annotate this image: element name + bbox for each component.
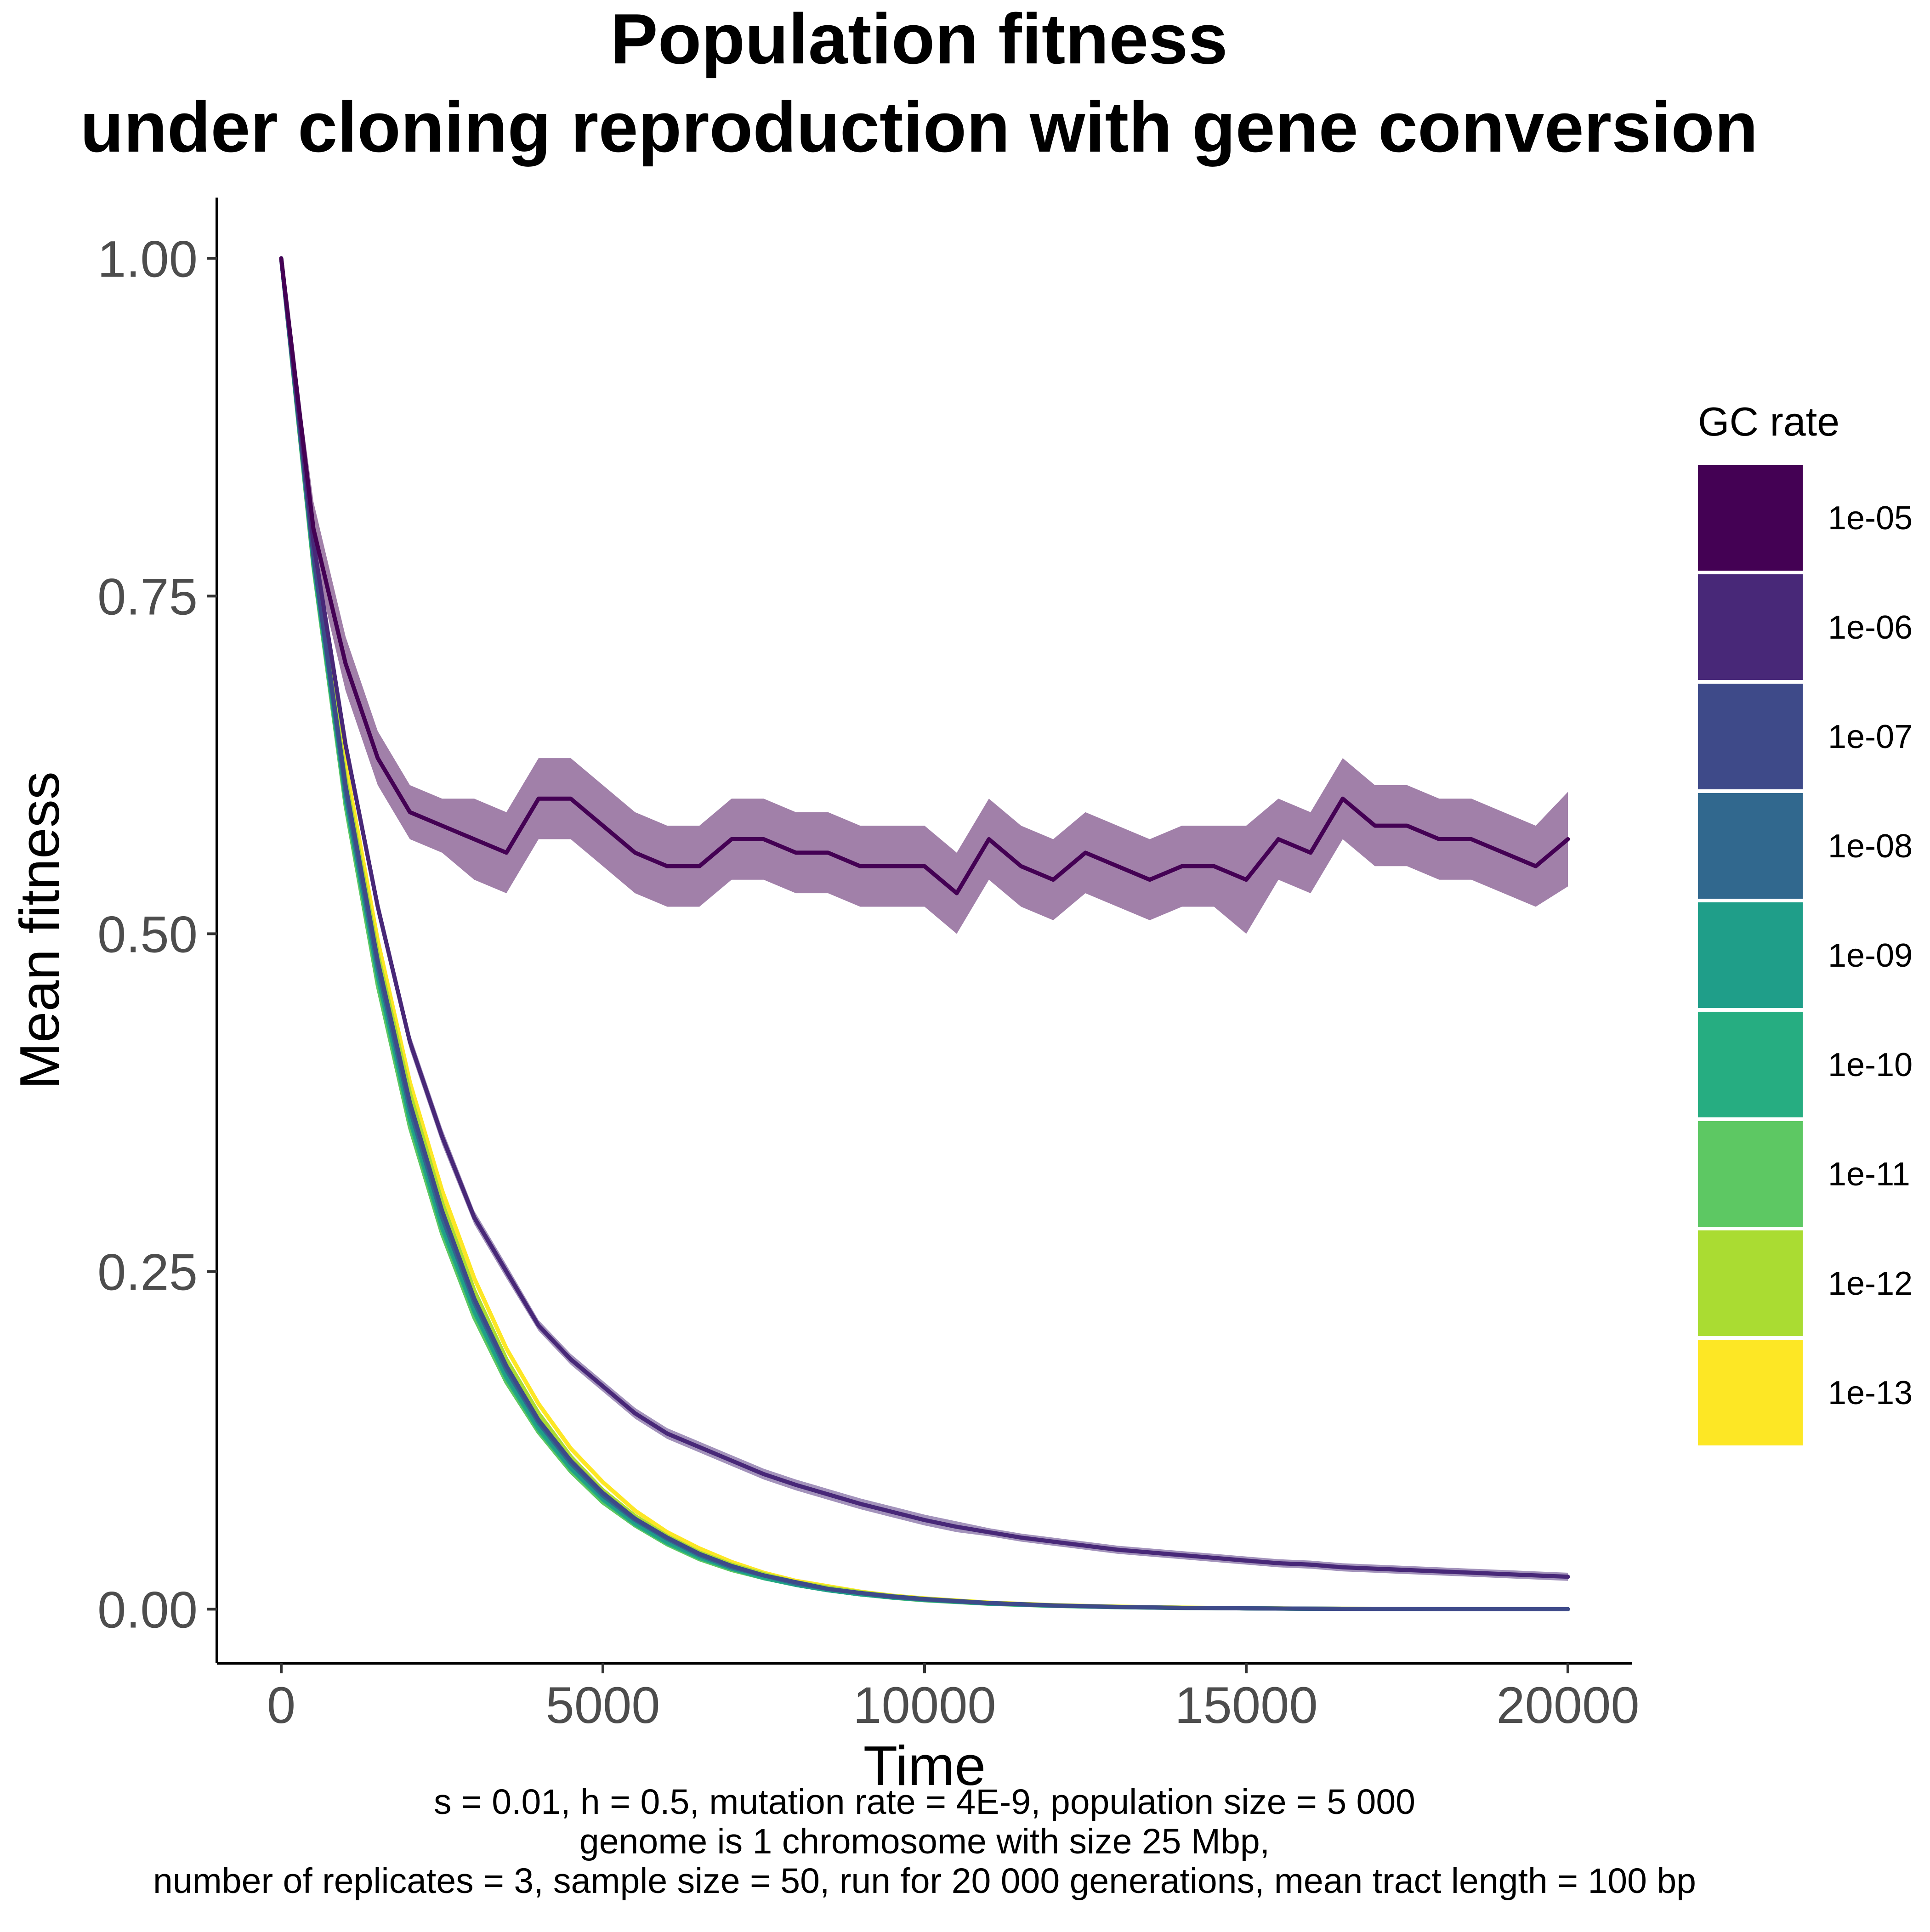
legend-key-1e-09 bbox=[1698, 902, 1803, 1008]
caption-line-1: s = 0.01, h = 0.5, mutation rate = 4E-9,… bbox=[434, 1782, 1415, 1822]
y-tick-label: 0.25 bbox=[97, 1243, 198, 1301]
chart-title-line2: under cloning reproduction with gene con… bbox=[80, 87, 1758, 167]
legend-label: 1e-06 bbox=[1828, 609, 1913, 646]
legend-label: 1e-09 bbox=[1828, 937, 1913, 974]
y-tick-label: 0.75 bbox=[97, 568, 198, 625]
caption-line-2: genome is 1 chromosome with size 25 Mbp, bbox=[579, 1822, 1270, 1861]
legend-key-1e-07 bbox=[1698, 684, 1803, 789]
y-tick-label: 0.00 bbox=[97, 1581, 198, 1638]
x-tick-layer: 0 5000 10000 15000 20000 bbox=[267, 1663, 1640, 1734]
caption-line-3: number of replicates = 3, sample size = … bbox=[153, 1861, 1696, 1901]
line-layer bbox=[279, 256, 1570, 1611]
legend-label: 1e-05 bbox=[1828, 500, 1913, 537]
y-tick-layer: 0.00 0.25 0.50 0.75 1.00 bbox=[97, 230, 217, 1638]
legend-label: 1e-13 bbox=[1828, 1375, 1913, 1411]
x-tick-label: 15000 bbox=[1175, 1677, 1317, 1734]
legend: 1e-05 1e-06 1e-07 1e-08 1e-09 1e-10 1e-11 1e-12… bbox=[1698, 465, 1913, 1445]
x-tick-label: 10000 bbox=[853, 1677, 996, 1734]
legend-key-1e-08 bbox=[1698, 793, 1803, 899]
chart-title-line1: Population fitness bbox=[610, 0, 1227, 79]
legend-key-1e-10 bbox=[1698, 1012, 1803, 1117]
ribbon-1e-05 bbox=[281, 258, 1568, 934]
x-tick-label: 5000 bbox=[545, 1677, 660, 1734]
legend-label: 1e-11 bbox=[1828, 1156, 1910, 1193]
y-axis-label: Mean fitness bbox=[8, 771, 71, 1089]
legend-key-1e-13 bbox=[1698, 1340, 1803, 1445]
series-line-1e-07 bbox=[279, 256, 1570, 1611]
y-tick-label: 0.50 bbox=[97, 906, 198, 963]
x-axis-label: Time bbox=[863, 1734, 986, 1797]
x-tick-label: 0 bbox=[267, 1677, 295, 1734]
y-tick-label: 1.00 bbox=[97, 230, 198, 288]
series-line-1e-05 bbox=[279, 256, 1570, 895]
series-line-1e-06 bbox=[279, 256, 1570, 1579]
legend-key-1e-12 bbox=[1698, 1230, 1803, 1336]
legend-key-1e-06 bbox=[1698, 574, 1803, 680]
legend-key-1e-11 bbox=[1698, 1121, 1803, 1227]
legend-label: 1e-10 bbox=[1828, 1047, 1913, 1083]
ribbon-layer bbox=[281, 258, 1568, 1581]
legend-label: 1e-07 bbox=[1828, 719, 1913, 755]
legend-title: GC rate bbox=[1698, 399, 1839, 444]
legend-key-1e-05 bbox=[1698, 465, 1803, 571]
legend-label: 1e-08 bbox=[1828, 828, 1913, 865]
x-tick-label: 20000 bbox=[1496, 1677, 1639, 1734]
legend-label: 1e-12 bbox=[1828, 1265, 1913, 1302]
